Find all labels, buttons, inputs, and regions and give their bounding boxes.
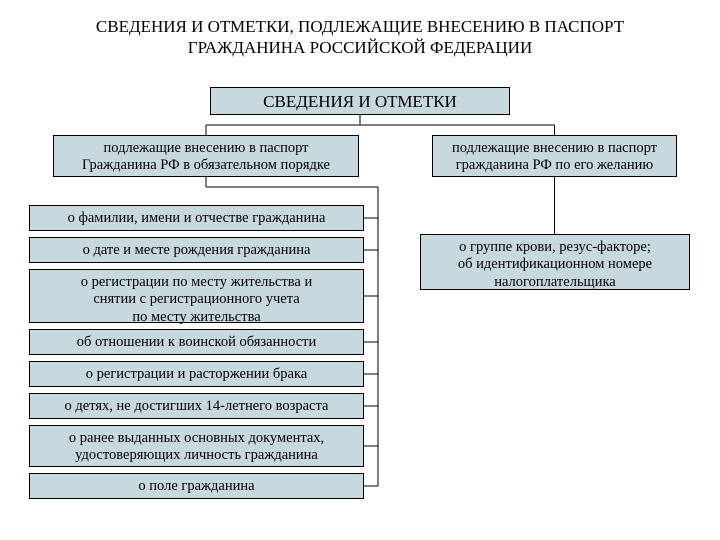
left-head-box: подлежащие внесению в паспортГражданина … <box>53 135 359 177</box>
left-item-box: об отношении к воинской обязанности <box>29 329 364 355</box>
title-line1: СВЕДЕНИЯ И ОТМЕТКИ, ПОДЛЕЖАЩИЕ ВНЕСЕНИЮ … <box>96 17 624 36</box>
right-head-text: подлежащие внесению в паспортгражданина … <box>452 140 657 173</box>
title-line2: ГРАЖДАНИНА РОССИЙСКОЙ ФЕДЕРАЦИИ <box>188 38 532 57</box>
right-head-box: подлежащие внесению в паспортгражданина … <box>432 135 677 177</box>
right-item-text: о группе крови, резус-факторе;об идентиф… <box>458 239 652 290</box>
left-item-box: о ранее выданных основных документах,удо… <box>29 425 364 467</box>
right-item-box: о группе крови, резус-факторе;об идентиф… <box>420 234 690 290</box>
left-item-box: о регистрации по месту жительства исняти… <box>29 269 364 323</box>
left-item-box: о регистрации и расторжении брака <box>29 361 364 387</box>
page-title: СВЕДЕНИЯ И ОТМЕТКИ, ПОДЛЕЖАЩИЕ ВНЕСЕНИЮ … <box>0 0 720 69</box>
subtitle-text: СВЕДЕНИЯ И ОТМЕТКИ <box>263 92 457 111</box>
left-item-box: о дате и месте рождения гражданина <box>29 237 364 263</box>
left-item-box: о фамилии, имени и отчестве гражданина <box>29 205 364 231</box>
left-head-text: подлежащие внесению в паспортГражданина … <box>82 140 330 173</box>
left-item-box: о поле гражданина <box>29 473 364 499</box>
subtitle-box: СВЕДЕНИЯ И ОТМЕТКИ <box>210 87 510 115</box>
left-item-box: о детях, не достигших 14-летнего возраст… <box>29 393 364 419</box>
